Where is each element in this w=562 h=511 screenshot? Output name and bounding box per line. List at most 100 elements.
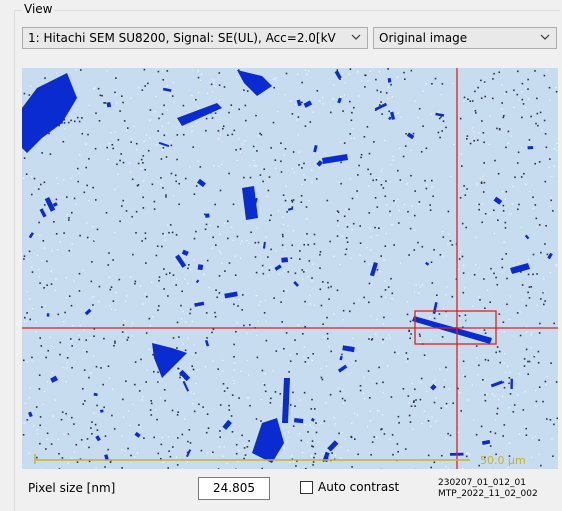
speckle (431, 180, 433, 182)
speckle (306, 74, 307, 75)
speckle (389, 439, 390, 440)
speckle (368, 302, 370, 304)
speckle (298, 324, 299, 325)
speckle (514, 177, 516, 179)
speckle (179, 377, 181, 379)
speckle (430, 426, 431, 427)
speckle (158, 280, 160, 282)
speckle (304, 347, 305, 348)
speckle (518, 204, 520, 206)
speckle (472, 305, 473, 306)
source-select[interactable]: 1: Hitachi SEM SU8200, Signal: SE(UL), A… (22, 27, 368, 49)
speckle (496, 413, 498, 415)
speckle (191, 365, 193, 367)
speckle (83, 329, 84, 330)
speckle (100, 95, 102, 97)
speckle (68, 219, 70, 221)
speckle (436, 294, 438, 296)
speckle (219, 436, 221, 438)
speckle (91, 421, 93, 423)
speckle (220, 404, 222, 406)
image-view[interactable]: 50.0 µm (22, 68, 558, 469)
speckle (178, 264, 179, 265)
speckle (504, 353, 505, 354)
speckle (303, 174, 304, 175)
speckle (173, 195, 174, 196)
speckle (361, 80, 362, 81)
speckle (392, 434, 394, 436)
speckle (374, 227, 376, 229)
speckle (90, 372, 91, 373)
speckle (509, 443, 510, 444)
speckle (298, 116, 300, 118)
speckle (431, 261, 433, 263)
speckle (556, 264, 557, 265)
speckle (122, 200, 124, 202)
speckle (215, 316, 217, 318)
speckle (414, 249, 416, 251)
speckle (260, 399, 261, 400)
speckle (137, 185, 139, 187)
speckle (286, 442, 287, 443)
speckle (374, 436, 376, 438)
speckle (71, 305, 73, 307)
speckle (131, 216, 133, 218)
particle (205, 213, 210, 217)
speckle (536, 273, 538, 275)
speckle (478, 296, 479, 297)
speckle (30, 388, 31, 389)
speckle (270, 398, 272, 400)
speckle (485, 359, 487, 361)
speckle (245, 120, 247, 122)
speckle (219, 72, 221, 74)
speckle (177, 411, 179, 413)
speckle (432, 196, 434, 198)
speckle (144, 69, 146, 71)
speckle (161, 246, 163, 248)
mode-select[interactable]: Original image (373, 27, 557, 49)
speckle (159, 381, 160, 382)
auto-contrast-label[interactable]: Auto contrast (318, 480, 399, 494)
speckle (170, 224, 172, 226)
speckle (26, 321, 27, 322)
speckle (445, 437, 446, 438)
speckle (349, 101, 351, 103)
speckle (546, 418, 548, 420)
speckle (550, 206, 551, 207)
speckle (40, 184, 42, 186)
speckle (177, 134, 179, 136)
speckle (450, 176, 451, 177)
speckle (235, 469, 237, 470)
speckle (278, 273, 279, 274)
speckle (132, 179, 134, 181)
speckle (503, 321, 505, 323)
speckle (156, 255, 158, 257)
speckle (501, 109, 502, 110)
speckle (398, 353, 399, 354)
speckle (72, 325, 73, 326)
speckle (475, 112, 477, 114)
speckle (162, 437, 163, 438)
speckle (212, 452, 214, 454)
particle (510, 379, 513, 389)
speckle (409, 402, 410, 403)
speckle (423, 91, 424, 92)
speckle (177, 368, 179, 370)
speckle (497, 408, 499, 410)
speckle (255, 115, 257, 117)
speckle (371, 284, 372, 285)
speckle (466, 188, 468, 190)
speckle (72, 198, 73, 199)
speckle (224, 390, 226, 392)
speckle (331, 452, 333, 454)
pixel-size-input[interactable]: 24.805 (198, 477, 270, 500)
speckle (478, 133, 479, 134)
speckle (324, 153, 325, 154)
speckle (117, 174, 118, 175)
speckle (301, 201, 303, 203)
speckle (465, 194, 467, 196)
speckle (368, 212, 370, 214)
speckle (540, 298, 542, 300)
speckle (284, 448, 285, 449)
auto-contrast-checkbox[interactable] (300, 481, 313, 494)
